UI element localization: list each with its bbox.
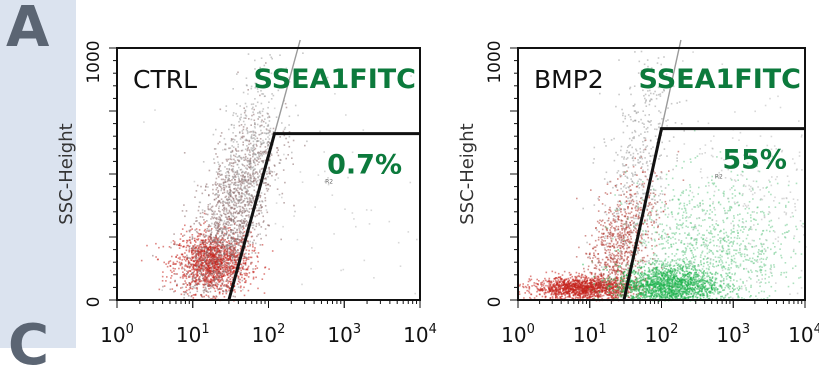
- x-tick-label: 101: [573, 322, 607, 347]
- x-tick-label: 104: [788, 322, 819, 347]
- region-label: R2: [715, 174, 723, 181]
- x-tick-label: 100: [501, 322, 535, 347]
- flow-plot-bmp2: 0 1000 SSC-Height 100 101 102 103 104 BMP2 SSEA1F…: [0, 0, 819, 348]
- sample-label: BMP2: [534, 65, 604, 94]
- y-tick-label: 0: [485, 297, 505, 308]
- y-axis-title: SSC-Height: [457, 123, 478, 224]
- gate-percent-label: 55%: [722, 145, 787, 176]
- y-tick-label: 1000: [485, 40, 505, 83]
- marker-label: SSEA1FITC: [638, 64, 801, 95]
- x-tick-label: 102: [645, 322, 679, 347]
- x-tick-label: 103: [716, 322, 750, 347]
